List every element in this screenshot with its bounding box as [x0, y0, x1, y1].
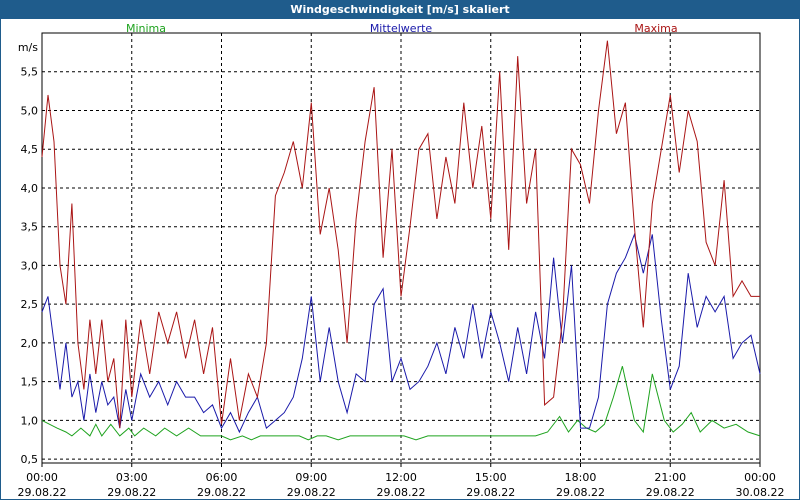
- plot-frame: [41, 32, 761, 464]
- y-axis-unit: m/s: [18, 41, 38, 54]
- y-tick-label: 4,5: [21, 143, 39, 156]
- x-tick-date: 29.08.22: [197, 486, 246, 499]
- x-tick-time: 12:00: [385, 471, 417, 484]
- x-tick-date: 29.08.22: [287, 486, 336, 499]
- plot-border: [41, 32, 761, 464]
- y-tick-label: 2,0: [21, 337, 39, 350]
- x-tick-date: 29.08.22: [466, 486, 515, 499]
- y-tick-label: 2,5: [21, 298, 39, 311]
- legend: Minima Mittelwerte Maxima: [126, 22, 678, 35]
- series-line-minima: [41, 366, 761, 441]
- x-tick-time: 06:00: [206, 471, 238, 484]
- y-tick-label: 3,5: [21, 221, 39, 234]
- y-tick-label: 5,0: [21, 104, 39, 117]
- y-tick-label: 4,0: [21, 182, 39, 195]
- x-tick-date: 30.08.22: [736, 486, 785, 499]
- x-tick-date: 29.08.22: [18, 486, 67, 499]
- x-tick-time: 03:00: [116, 471, 148, 484]
- legend-item-minima: Minima: [126, 22, 166, 35]
- y-tick-label: 1,0: [21, 414, 39, 427]
- y-tick-label: 5,5: [21, 66, 39, 79]
- x-tick-time: 00:00: [26, 471, 58, 484]
- x-tick-date: 29.08.22: [107, 486, 156, 499]
- grid: [42, 33, 760, 463]
- series-line-maxima: [41, 40, 760, 429]
- y-tick-label: 3,0: [21, 259, 39, 272]
- legend-item-maxima: Maxima: [634, 22, 677, 35]
- chart-title: Windgeschwindigkeit [m/s] skaliert: [1, 1, 799, 19]
- y-tick-label: 1,5: [21, 376, 39, 389]
- series-lines: [41, 40, 761, 441]
- y-tick-label: 0,5: [21, 453, 39, 466]
- chart-svg: 0,5 1,0 1,5 2,0 2,5 3,0 3,5 4,0 4,5 5,0 5,5 m/s 00:…: [18, 22, 785, 499]
- y-axis: 0,5 1,0 1,5 2,0 2,5 3,0 3,5 4,0 4,5 5,0 5,5 m/s: [18, 41, 38, 466]
- x-axis: 00:00 29.08.22 03:00 29.08.22 06:00 29.08.22 0…: [18, 463, 785, 499]
- x-tick-time: 21:00: [654, 471, 686, 484]
- legend-item-mittelwerte: Mittelwerte: [370, 22, 433, 35]
- series-line-mittelwerte: [41, 232, 761, 434]
- x-tick-time: 18:00: [565, 471, 597, 484]
- x-tick-date: 29.08.22: [377, 486, 426, 499]
- x-tick-date: 29.08.22: [646, 486, 695, 499]
- x-tick-time: 09:00: [295, 471, 327, 484]
- x-tick-time: 00:00: [744, 471, 776, 484]
- x-tick-time: 15:00: [475, 471, 507, 484]
- x-tick-date: 29.08.22: [556, 486, 605, 499]
